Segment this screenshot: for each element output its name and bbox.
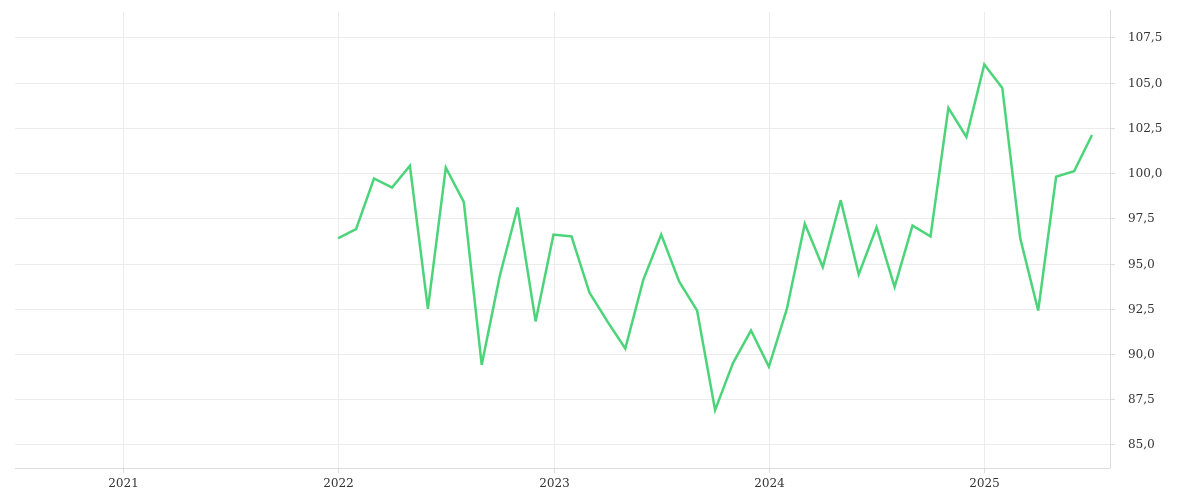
grid [15, 12, 1110, 468]
series-group [337, 61, 1094, 415]
y-tick-label: 107,5 [1128, 30, 1162, 44]
y-tick-label: 102,5 [1128, 121, 1162, 135]
y-tick-label: 85,0 [1128, 437, 1155, 451]
axes [15, 10, 1115, 473]
y-tick-label: 100,0 [1128, 166, 1162, 180]
x-tick-label: 2022 [323, 476, 354, 490]
x-tick-label: 2025 [969, 476, 1000, 490]
x-tick-label: 2024 [754, 476, 785, 490]
y-tick-label: 90,0 [1128, 347, 1155, 361]
x-tick-label: 2023 [539, 476, 570, 490]
y-tick-label: 105,0 [1128, 76, 1162, 90]
y-tick-label: 95,0 [1128, 257, 1155, 271]
series-line [337, 61, 1094, 415]
y-axis-ticks: 85,0 87,5 90,0 92,5 95,0 97,5 100,0 102,5 105,0 1… [1128, 30, 1162, 451]
y-tick-label: 87,5 [1128, 392, 1155, 406]
x-axis-ticks: 2021 2022 2023 2024 2025 [108, 476, 1000, 490]
x-tick-label: 2021 [108, 476, 139, 490]
y-tick-label: 97,5 [1128, 211, 1155, 225]
y-tick-label: 92,5 [1128, 302, 1155, 316]
